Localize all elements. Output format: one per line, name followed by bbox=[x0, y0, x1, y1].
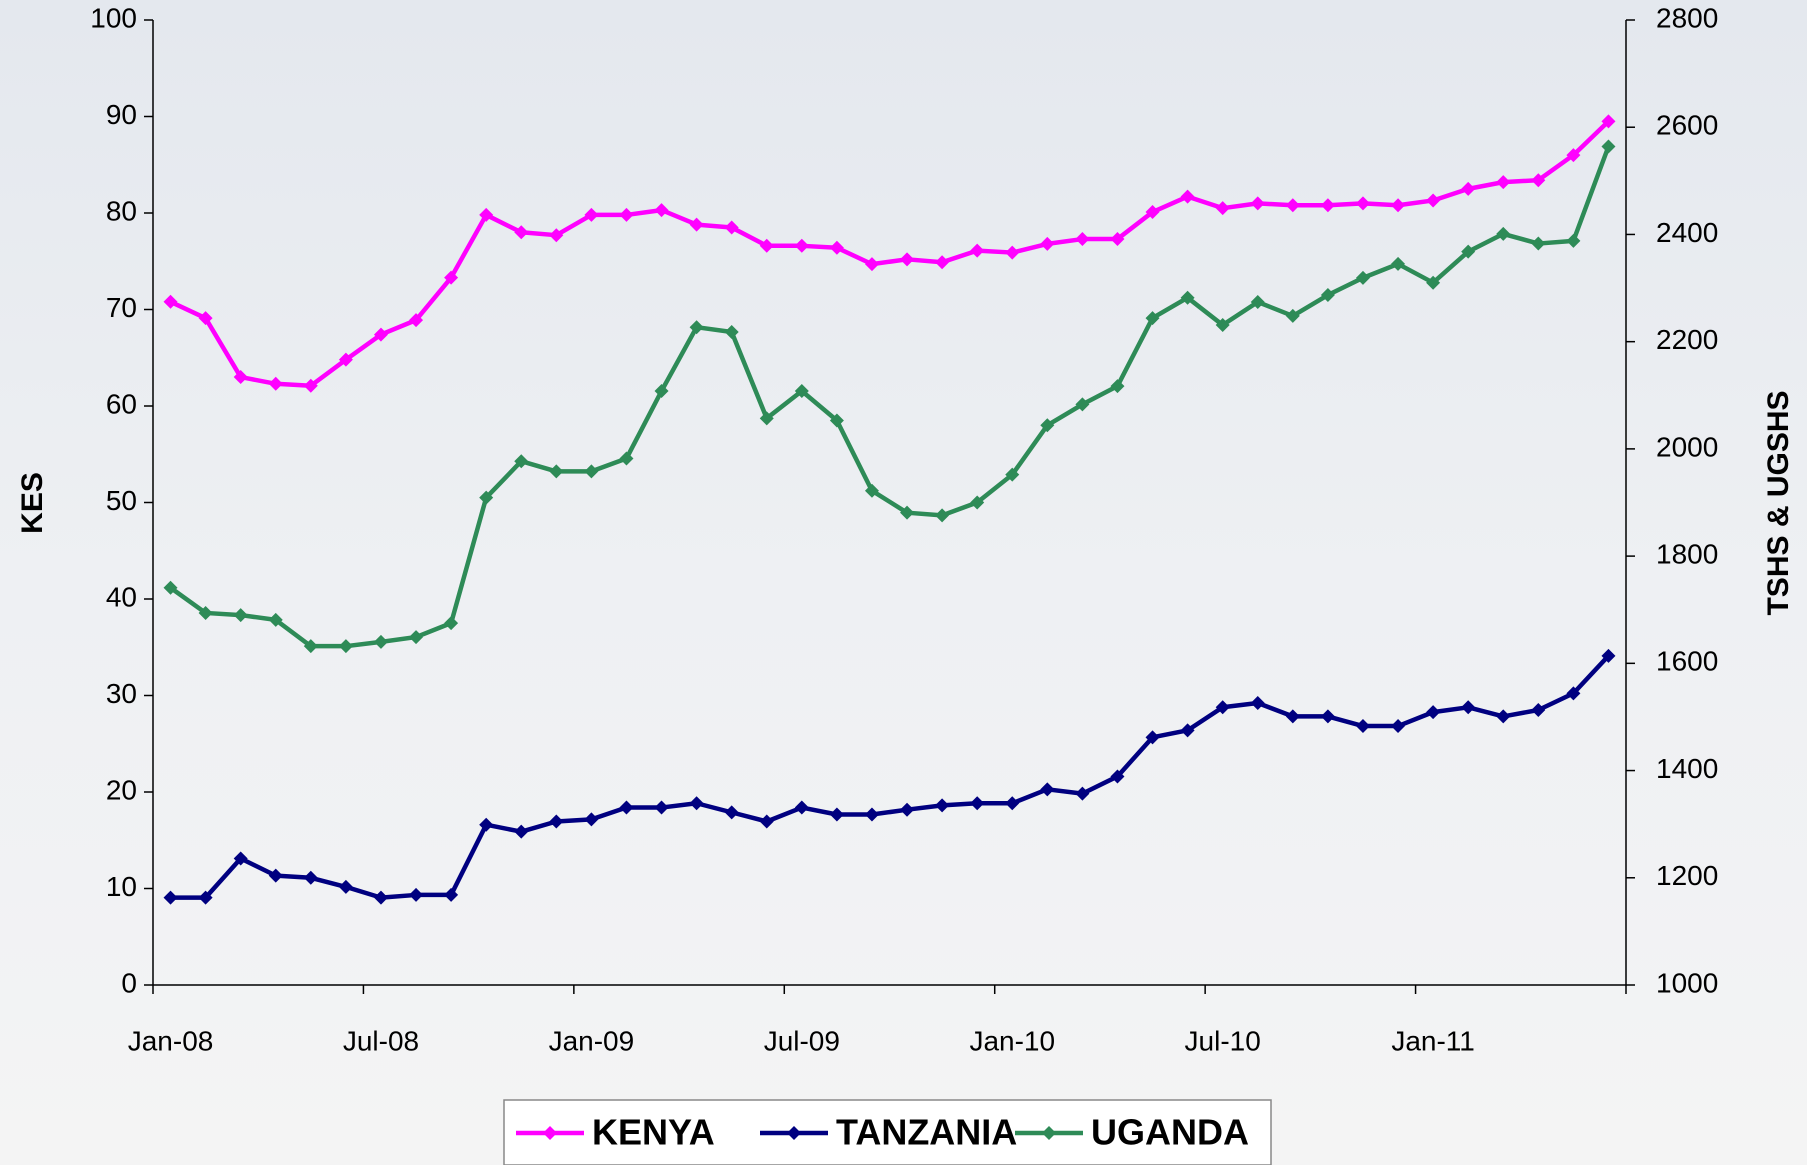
background bbox=[0, 0, 1807, 1165]
chart: KES TSHS & UGSHS 0 10 20 30 40 50 60 70 80 90 100 1… bbox=[0, 0, 1807, 1165]
y2-tick-label: 2800 bbox=[1656, 2, 1718, 33]
y2-tick-label: 1000 bbox=[1656, 967, 1718, 998]
y2-tick-label: 1600 bbox=[1656, 646, 1718, 677]
x-tick-label: Jan-11 bbox=[1391, 1025, 1475, 1056]
legend-label: KENYA bbox=[592, 1112, 715, 1153]
y2-axis-title: TSHS & UGSHS bbox=[1762, 390, 1795, 615]
y2-tick-label: 2600 bbox=[1656, 110, 1718, 141]
x-tick-label: Jul-10 bbox=[1185, 1025, 1261, 1056]
legend-label: TANZANIA bbox=[836, 1112, 1017, 1153]
x-tick-label: Jan-08 bbox=[128, 1025, 214, 1056]
y-tick-label: 70 bbox=[106, 292, 137, 323]
y-tick-label: 30 bbox=[106, 678, 137, 709]
y2-tick-label: 1400 bbox=[1656, 753, 1718, 784]
y-tick-label: 10 bbox=[106, 871, 137, 902]
y2-tick-label: 2000 bbox=[1656, 431, 1718, 462]
y-tick-label: 40 bbox=[106, 581, 137, 612]
y-tick-label: 20 bbox=[106, 774, 137, 805]
y2-tick-label: 2400 bbox=[1656, 217, 1718, 248]
y2-tick-label: 1200 bbox=[1656, 860, 1718, 891]
page: {"chart_data": { "type": "line", "y_labe… bbox=[0, 0, 1807, 1165]
y-tick-label: 80 bbox=[106, 195, 137, 226]
x-tick-label: Jul-08 bbox=[343, 1025, 419, 1056]
y-tick-label: 90 bbox=[106, 99, 137, 130]
y2-tick-label: 2200 bbox=[1656, 324, 1718, 355]
y2-tick-label: 1800 bbox=[1656, 539, 1718, 570]
legend-label: UGANDA bbox=[1091, 1112, 1249, 1153]
y-axis-title: KES bbox=[16, 472, 49, 534]
x-tick-label: Jul-09 bbox=[764, 1025, 840, 1056]
y-tick-label: 50 bbox=[106, 485, 137, 516]
y-tick-label: 0 bbox=[121, 967, 137, 998]
y-tick-label: 100 bbox=[90, 2, 137, 33]
x-tick-label: Jan-10 bbox=[969, 1025, 1055, 1056]
y-tick-label: 60 bbox=[106, 388, 137, 419]
x-tick-label: Jan-09 bbox=[549, 1025, 635, 1056]
